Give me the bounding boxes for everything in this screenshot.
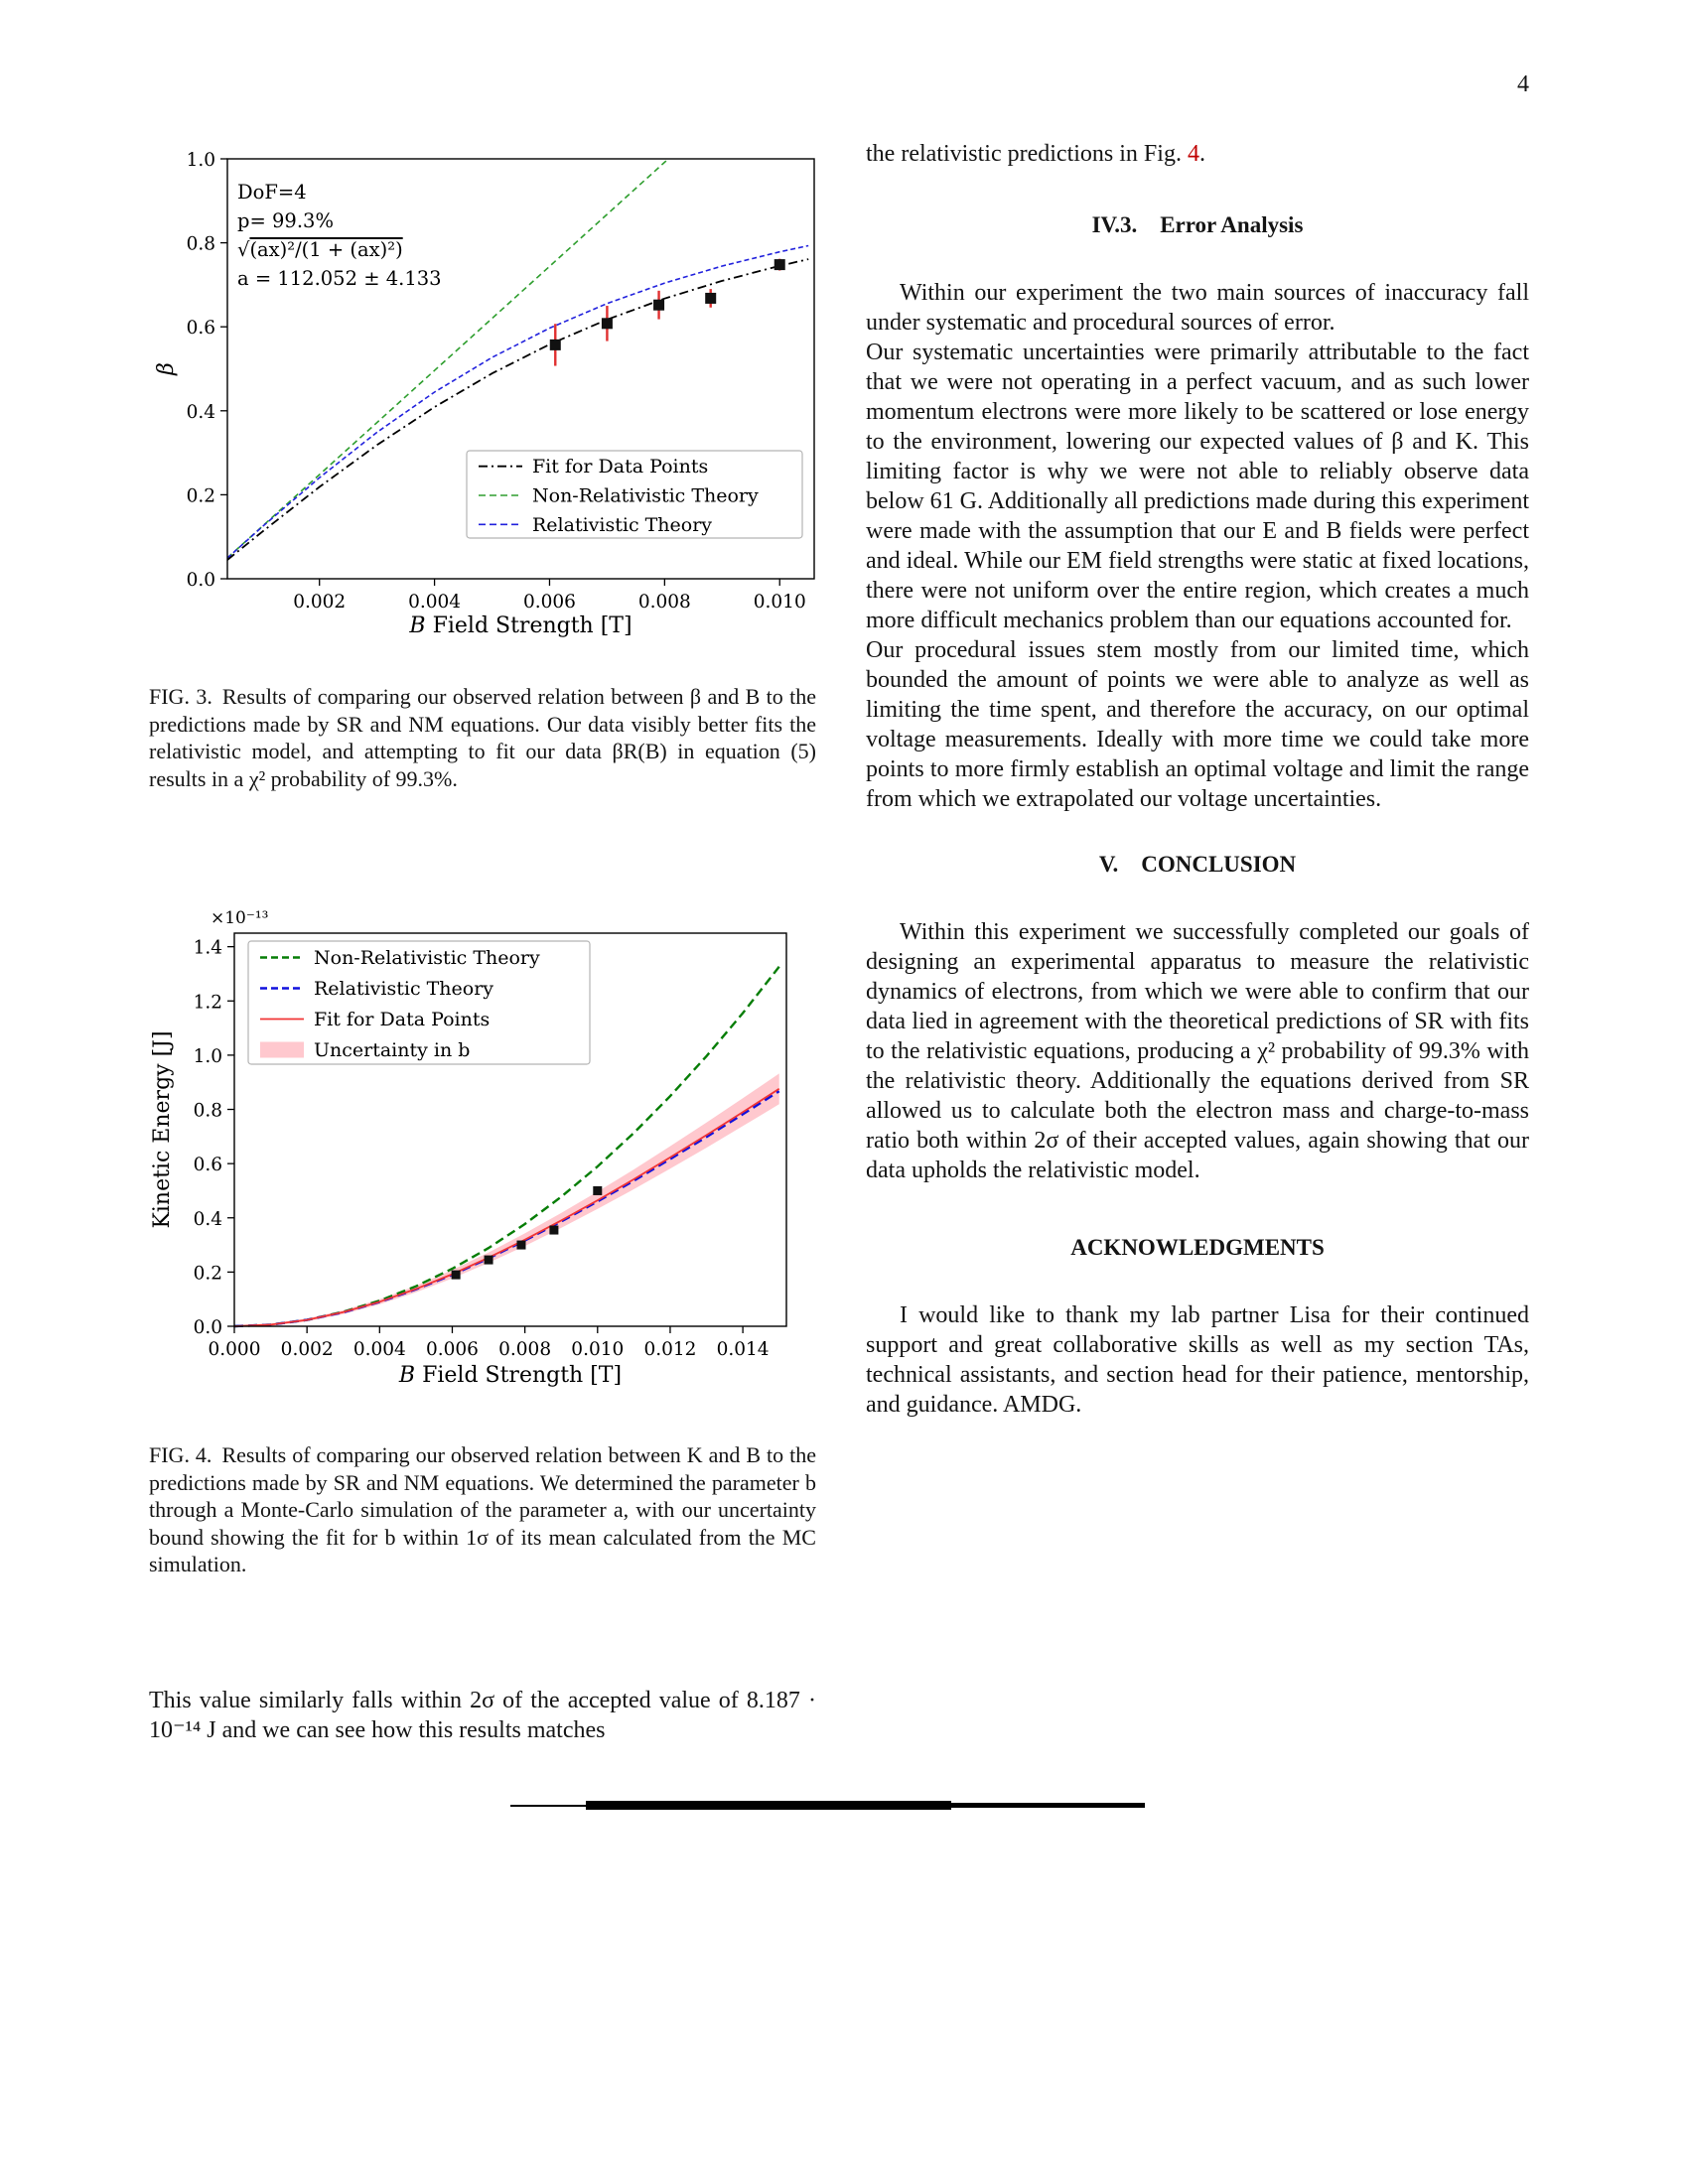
series-line xyxy=(233,1088,780,1327)
error-analysis-para-2: Our systematic uncertainties were primar… xyxy=(866,340,1529,633)
y-tick-label: 1.4 xyxy=(194,938,222,959)
legend-patch xyxy=(260,1041,304,1058)
data-point xyxy=(451,1270,461,1280)
data-point xyxy=(705,292,717,304)
legend-label: Uncertainty in b xyxy=(314,1039,470,1061)
continuation-lead: the relativistic predictions in Fig. xyxy=(866,141,1188,167)
legend-label: Fit for Data Points xyxy=(314,1009,490,1030)
x-tick-label: 0.006 xyxy=(523,592,576,613)
x-tick-label: 0.004 xyxy=(408,592,461,613)
y-axis-label: β xyxy=(154,362,179,376)
figure-4-reference-link[interactable]: 4 xyxy=(1187,141,1199,167)
fit-annotation-line: a = 112.052 ± 4.133 xyxy=(237,267,442,290)
section-heading-conclusion: V. CONCLUSION xyxy=(1098,852,1297,877)
y-tick-label: 0.0 xyxy=(187,570,215,591)
y-tick-label: 0.6 xyxy=(187,318,215,339)
y-tick-label: 1.0 xyxy=(187,150,215,171)
axis-offset-label: ×10⁻¹³ xyxy=(211,908,268,928)
right-column: the relativistic predictions in Fig. 4. … xyxy=(866,139,1529,1420)
fit-annotation-line: p= 99.3% xyxy=(237,209,334,232)
uncertainty-band xyxy=(234,1073,779,1326)
footnote-rule xyxy=(510,1801,1145,1810)
legend-label: Fit for Data Points xyxy=(532,456,708,478)
y-tick-label: 0.8 xyxy=(187,234,215,255)
series-line xyxy=(233,1090,780,1328)
legend-label: Non-Relativistic Theory xyxy=(532,485,759,507)
legend-label: Relativistic Theory xyxy=(532,514,712,536)
data-point xyxy=(593,1185,603,1195)
plot-frame xyxy=(233,932,787,1327)
data-point xyxy=(549,339,561,350)
x-tick-label: 0.002 xyxy=(281,1339,334,1360)
x-tick-label: 0.004 xyxy=(353,1339,406,1360)
legend-box xyxy=(247,940,591,1065)
fit-annotation-line: √(ax)²/(1 + (ax)²) xyxy=(237,238,403,261)
data-point xyxy=(774,259,785,271)
acknowledgments-paragraph: I would like to thank my lab partner Lis… xyxy=(866,1302,1529,1418)
redacted-bar-1 xyxy=(586,1801,951,1810)
legend-label: Non-Relativistic Theory xyxy=(314,947,540,969)
y-axis-label: Kinetic Energy [J] xyxy=(150,1030,175,1228)
x-tick-label: 0.002 xyxy=(293,592,346,613)
data-point xyxy=(484,1255,493,1265)
error-analysis-para-1: Within our experiment the two main sourc… xyxy=(866,280,1529,336)
y-tick-label: 0.4 xyxy=(194,1209,222,1230)
legend-box xyxy=(466,450,803,539)
y-tick-label: 0.0 xyxy=(194,1317,222,1338)
data-point xyxy=(549,1225,559,1235)
y-tick-label: 1.2 xyxy=(194,992,222,1013)
conclusion-paragraph: Within this experiment we successfully c… xyxy=(866,919,1529,1183)
figure-4-caption-label: FIG. 4. xyxy=(149,1442,212,1467)
figure-4-caption-text: Results of comparing our observed relati… xyxy=(149,1442,816,1576)
fit-annotation-line: DoF=4 xyxy=(237,181,307,204)
x-tick-label: 0.000 xyxy=(209,1339,261,1360)
error-analysis-para-3: Our procedural issues stem mostly from o… xyxy=(866,637,1529,812)
y-tick-label: 0.2 xyxy=(187,485,215,506)
continuation-tail: . xyxy=(1198,141,1205,167)
left-closing-paragraph: This value similarly falls within 2σ of … xyxy=(149,1688,816,1743)
data-point xyxy=(653,299,665,311)
x-tick-label: 0.010 xyxy=(571,1339,624,1360)
x-axis-label: B Field Strength [T] xyxy=(408,614,632,638)
section-heading-error-analysis: IV.3. Error Analysis xyxy=(1091,212,1304,237)
page-number: 4 xyxy=(1517,71,1529,97)
series-line xyxy=(226,244,809,559)
continuation-paragraph: the relativistic predictions in Fig. 4. xyxy=(866,139,1529,169)
y-tick-label: 1.0 xyxy=(194,1046,222,1067)
x-tick-label: 0.008 xyxy=(638,592,691,613)
series-line xyxy=(226,158,669,559)
y-tick-label: 0.8 xyxy=(194,1101,222,1122)
figure-3-caption-label: FIG. 3. xyxy=(149,684,212,709)
section-heading-acknowledgments: ACKNOWLEDGMENTS xyxy=(1070,1235,1325,1260)
plot-frame xyxy=(226,158,815,580)
data-point xyxy=(601,318,613,330)
y-tick-label: 0.4 xyxy=(187,402,215,423)
figure-4-chart: 0.000 0.002 0.004 0.006 0.008 0.010 0.012 0.014… xyxy=(149,905,824,1422)
figure-3-caption-text: Results of comparing our observed relati… xyxy=(149,684,816,791)
y-tick-label: 0.2 xyxy=(194,1263,222,1284)
x-tick-label: 0.006 xyxy=(426,1339,479,1360)
x-tick-label: 0.008 xyxy=(498,1339,551,1360)
x-tick-label: 0.014 xyxy=(717,1339,770,1360)
figure-3-caption: FIG. 3. Results of comparing our observed… xyxy=(149,683,816,792)
data-point xyxy=(516,1240,526,1250)
x-axis-label: B Field Strength [T] xyxy=(398,1363,622,1388)
beta-vs-b-svg: 0.002 0.004 0.006 0.008 0.010 0.0 0.2 0.4 0.6 0.8… xyxy=(154,150,815,638)
x-tick-label: 0.010 xyxy=(754,592,806,613)
y-tick-label: 0.6 xyxy=(194,1155,222,1175)
legend-label: Relativistic Theory xyxy=(314,978,493,1000)
x-tick-label: 0.012 xyxy=(643,1339,696,1360)
kinetic-energy-vs-b-svg: 0.000 0.002 0.004 0.006 0.008 0.010 0.012 0.014… xyxy=(150,908,787,1388)
redacted-bar-2 xyxy=(951,1803,1145,1808)
figure-3-chart: 0.002 0.004 0.006 0.008 0.010 0.0 0.2 0.4 0.6 0.8… xyxy=(149,139,824,655)
figure-4-caption: FIG. 4. Results of comparing our observed… xyxy=(149,1441,816,1578)
